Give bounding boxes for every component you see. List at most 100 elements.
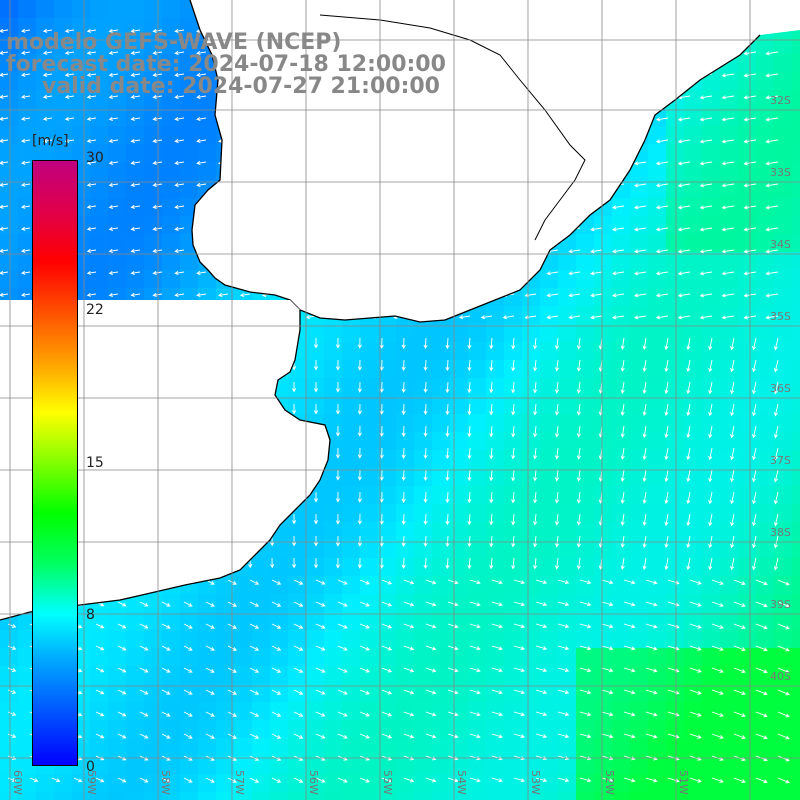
wind-arrow	[554, 359, 560, 372]
wind-arrow	[711, 601, 724, 607]
wind-arrow	[623, 623, 636, 629]
wind-cell	[702, 630, 720, 648]
wind-cell	[792, 666, 800, 684]
wind-arrow	[777, 733, 790, 740]
wind-arrow	[489, 381, 494, 394]
wind-arrow	[686, 557, 691, 571]
wind-cell	[198, 54, 216, 72]
wind-cell	[720, 288, 738, 306]
wind-cell	[180, 594, 198, 612]
wind-arrow	[359, 645, 370, 651]
wind-cell	[396, 702, 414, 720]
wind-arrow	[445, 381, 450, 394]
wind-cell	[576, 630, 594, 648]
wind-cell	[756, 630, 774, 648]
wind-cell	[576, 612, 594, 630]
wind-arrow	[689, 689, 702, 695]
wind-cell	[162, 180, 180, 198]
wind-cell	[36, 0, 54, 18]
wind-arrow	[620, 337, 625, 350]
wind-arrow	[379, 535, 384, 547]
wind-arrow	[445, 535, 450, 548]
wind-cell	[612, 378, 630, 396]
wind-cell	[324, 612, 342, 630]
wind-arrow	[359, 733, 370, 739]
wind-arrow	[425, 667, 437, 673]
wind-cell	[180, 792, 198, 800]
wind-cell	[270, 774, 288, 792]
wind-arrow	[357, 513, 362, 525]
wind-arrow	[579, 711, 592, 717]
wind-cell	[558, 252, 576, 270]
wind-cell	[558, 486, 576, 504]
wind-arrow	[642, 447, 647, 461]
wind-cell	[666, 738, 684, 756]
wind-cell	[0, 684, 18, 702]
wind-cell	[144, 144, 162, 162]
wind-cell	[648, 612, 666, 630]
wind-cell	[198, 630, 216, 648]
wind-arrow	[29, 777, 39, 782]
wind-cell	[540, 414, 558, 432]
wind-cell	[468, 558, 486, 576]
wind-cell	[450, 576, 468, 594]
wind-arrow	[620, 535, 625, 548]
wind-cell	[0, 144, 18, 162]
wind-arrow	[590, 227, 603, 232]
wind-arrow	[711, 623, 724, 629]
wind-cell	[612, 252, 630, 270]
wind-cell	[666, 180, 684, 198]
wind-arrow	[765, 51, 779, 56]
wind-arrow	[533, 381, 538, 394]
wind-arrow	[765, 205, 779, 210]
wind-cell	[558, 648, 576, 666]
wind-cell	[342, 738, 360, 756]
wind-arrow	[579, 667, 592, 673]
wind-cell	[270, 720, 288, 738]
wind-cell	[126, 774, 144, 792]
wind-arrow	[161, 645, 171, 651]
wind-cell	[180, 702, 198, 720]
wind-cell	[450, 594, 468, 612]
wind-cell	[396, 414, 414, 432]
wind-arrow	[554, 535, 560, 548]
wind-cell	[288, 612, 306, 630]
wind-cell	[540, 396, 558, 414]
wind-cell	[432, 612, 450, 630]
wind-cell	[288, 576, 306, 594]
wind-arrow	[590, 293, 603, 298]
wind-cell	[756, 684, 774, 702]
colorbar-tick-30: 30	[86, 150, 104, 166]
wind-cell	[738, 468, 756, 486]
wind-cell	[342, 630, 360, 648]
wind-cell	[504, 504, 522, 522]
wind-cell	[432, 648, 450, 666]
wind-arrow	[86, 50, 97, 55]
wind-cell	[54, 54, 72, 72]
wind-arrow	[686, 403, 691, 417]
wind-arrow	[403, 733, 415, 739]
wind-cell	[360, 324, 378, 342]
wind-cell	[756, 252, 774, 270]
wind-cell	[90, 270, 108, 288]
wind-cell	[558, 504, 576, 522]
wind-cell	[414, 774, 432, 792]
wind-cell	[720, 540, 738, 558]
wind-cell	[18, 90, 36, 108]
wind-cell	[378, 360, 396, 378]
wind-arrow	[623, 755, 636, 761]
wind-arrow	[773, 337, 779, 351]
wind-arrow	[7, 733, 17, 738]
wind-arrow	[42, 116, 53, 121]
wind-arrow	[183, 623, 193, 629]
wind-arrow	[0, 248, 9, 253]
wind-cell	[90, 612, 108, 630]
wind-arrow	[733, 667, 746, 674]
wind-arrow	[447, 733, 459, 739]
wind-cell	[468, 306, 486, 324]
wind-arrow	[117, 689, 127, 695]
wind-cell	[666, 396, 684, 414]
wind-cell	[288, 684, 306, 702]
wind-arrow	[664, 359, 669, 373]
wind-cell	[576, 720, 594, 738]
